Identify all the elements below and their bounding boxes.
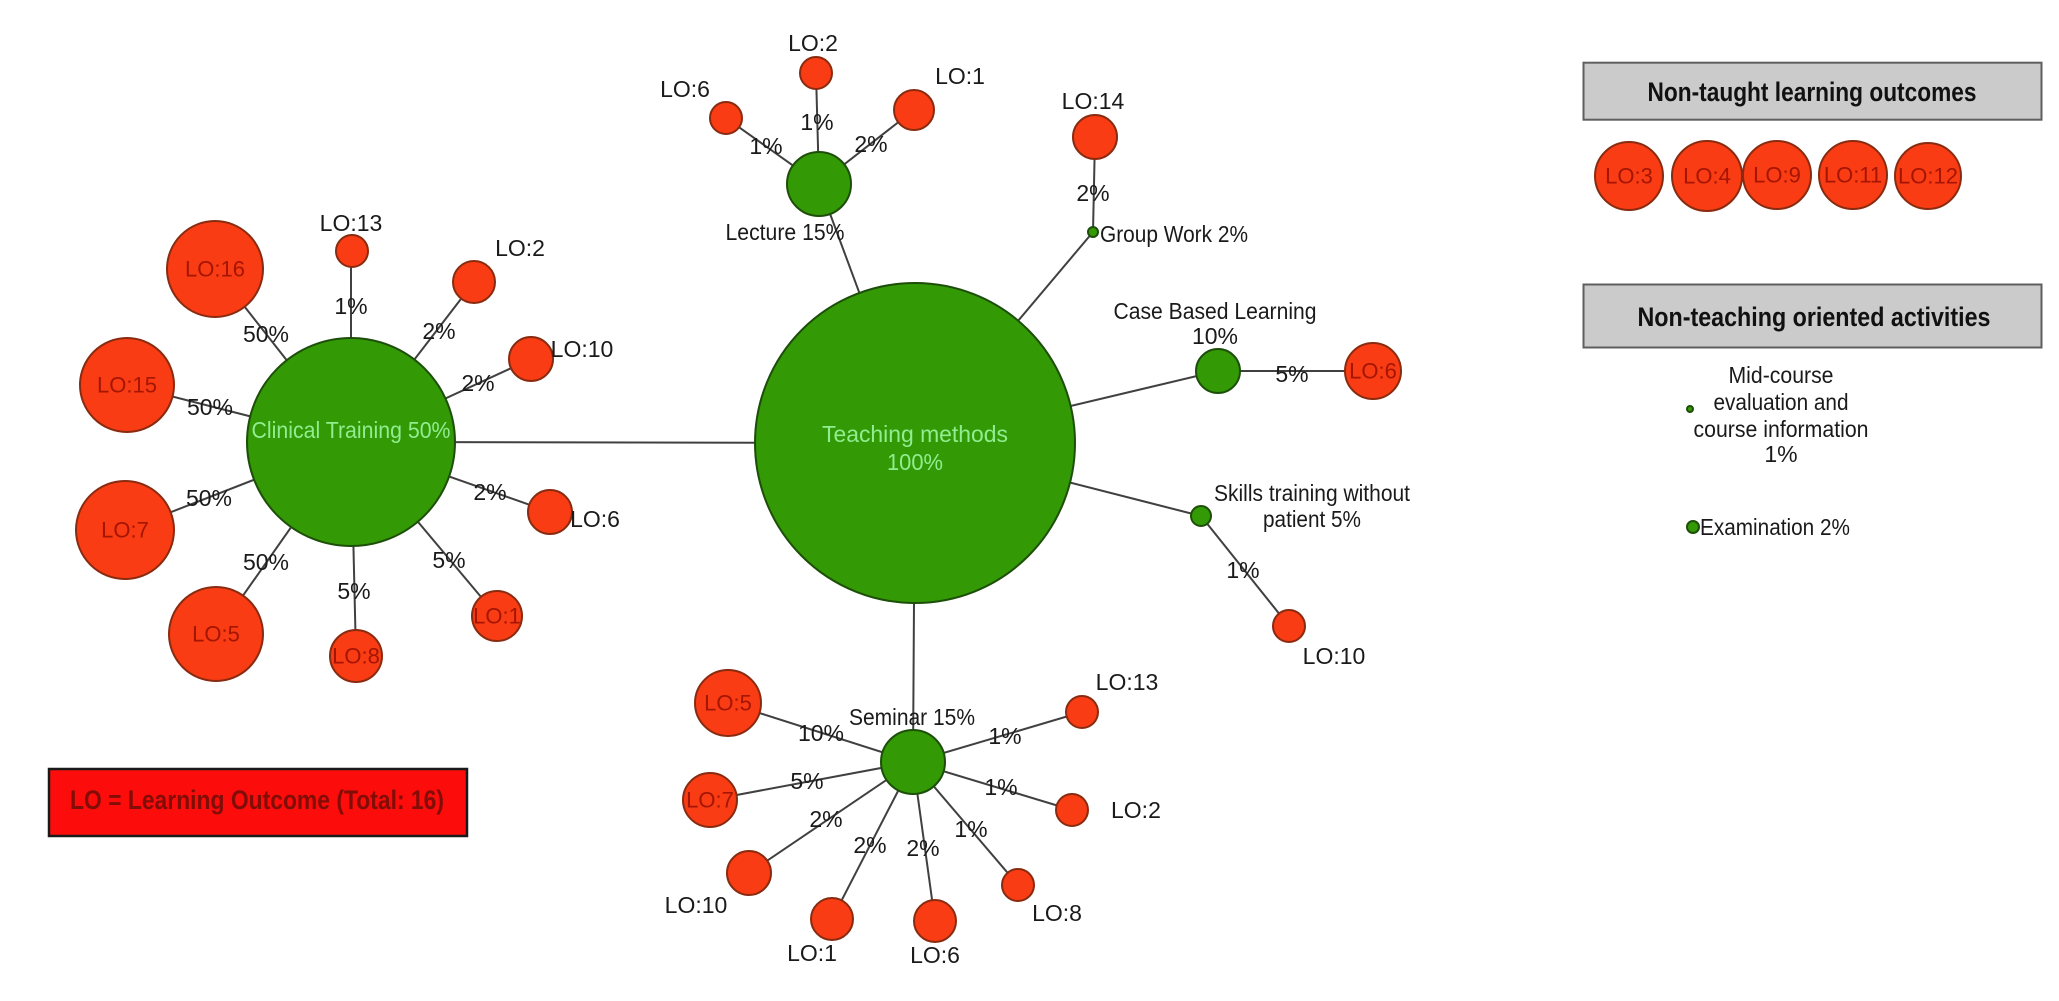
svg-text:LO:8: LO:8 [332,644,380,669]
svg-text:Clinical Training 50%: Clinical Training 50% [252,417,451,443]
svg-text:2%: 2% [473,479,506,505]
svg-text:Group Work 2%: Group Work 2% [1100,221,1248,247]
svg-text:LO:6: LO:6 [570,506,620,532]
svg-text:Non-taught learning outcomes: Non-taught learning outcomes [1648,77,1977,107]
svg-text:LO:1: LO:1 [473,604,521,629]
svg-text:LO:3: LO:3 [1605,164,1653,189]
svg-text:LO:13: LO:13 [1096,669,1159,695]
svg-text:LO:9: LO:9 [1753,163,1801,188]
svg-text:5%: 5% [337,578,370,604]
svg-text:LO:10: LO:10 [1303,643,1366,669]
svg-text:1%: 1% [988,723,1021,749]
svg-text:LO:10: LO:10 [665,892,728,918]
svg-text:LO:6: LO:6 [660,76,710,102]
svg-text:50%: 50% [187,394,233,420]
svg-text:LO:4: LO:4 [1683,164,1731,189]
svg-text:2%: 2% [853,832,886,858]
svg-text:50%: 50% [243,321,289,347]
svg-text:5%: 5% [1275,361,1308,387]
svg-text:10%: 10% [798,720,844,746]
svg-text:Non-teaching oriented activiti: Non-teaching oriented activities [1638,302,1991,332]
svg-text:5%: 5% [432,547,465,573]
svg-text:Case Based Learning: Case Based Learning [1114,298,1317,324]
svg-text:LO:2: LO:2 [788,30,838,56]
svg-text:patient 5%: patient 5% [1263,506,1361,532]
svg-text:LO:5: LO:5 [192,622,240,647]
svg-text:1%: 1% [954,816,987,842]
svg-text:2%: 2% [422,318,455,344]
svg-text:LO:2: LO:2 [495,235,545,261]
svg-text:Teaching methods: Teaching methods [822,421,1008,447]
svg-text:Lecture 15%: Lecture 15% [726,219,845,245]
svg-text:10%: 10% [1192,323,1238,349]
svg-text:LO:1: LO:1 [787,940,837,966]
svg-text:Skills training without: Skills training without [1214,480,1411,506]
svg-text:evaluation and: evaluation and [1714,389,1849,415]
svg-text:2%: 2% [1076,180,1109,206]
svg-text:1%: 1% [984,774,1017,800]
svg-text:5%: 5% [790,768,823,794]
svg-text:2%: 2% [809,806,842,832]
svg-text:Mid-course: Mid-course [1729,362,1834,388]
svg-text:LO:15: LO:15 [97,373,157,398]
svg-text:LO:8: LO:8 [1032,900,1082,926]
svg-text:2%: 2% [854,131,887,157]
svg-text:LO:1: LO:1 [935,63,985,89]
svg-text:LO:13: LO:13 [320,210,383,236]
svg-text:course information: course information [1694,416,1869,442]
svg-text:LO:14: LO:14 [1062,88,1125,114]
svg-text:LO:16: LO:16 [185,257,245,282]
svg-text:LO:11: LO:11 [1824,163,1882,188]
svg-text:1%: 1% [334,293,367,319]
svg-text:LO:5: LO:5 [704,691,752,716]
svg-text:LO:7: LO:7 [101,518,149,543]
svg-text:2%: 2% [906,835,939,861]
svg-text:2%: 2% [461,370,494,396]
svg-text:LO:12: LO:12 [1898,164,1958,189]
svg-text:50%: 50% [186,485,232,511]
svg-text:LO = Learning Outcome (Total:: LO = Learning Outcome (Total: 16) [70,785,444,815]
svg-text:LO:6: LO:6 [1349,359,1397,384]
svg-text:1%: 1% [749,133,782,159]
svg-text:LO:10: LO:10 [551,336,614,362]
svg-text:1%: 1% [1226,557,1259,583]
svg-text:100%: 100% [887,449,943,475]
svg-text:Examination 2%: Examination 2% [1700,514,1850,540]
svg-text:1%: 1% [1764,441,1797,467]
svg-text:LO:7: LO:7 [686,788,734,813]
svg-text:LO:6: LO:6 [910,942,960,968]
svg-text:Seminar 15%: Seminar 15% [849,704,975,730]
svg-text:50%: 50% [243,549,289,575]
svg-text:1%: 1% [800,109,833,135]
svg-text:LO:2: LO:2 [1111,797,1161,823]
